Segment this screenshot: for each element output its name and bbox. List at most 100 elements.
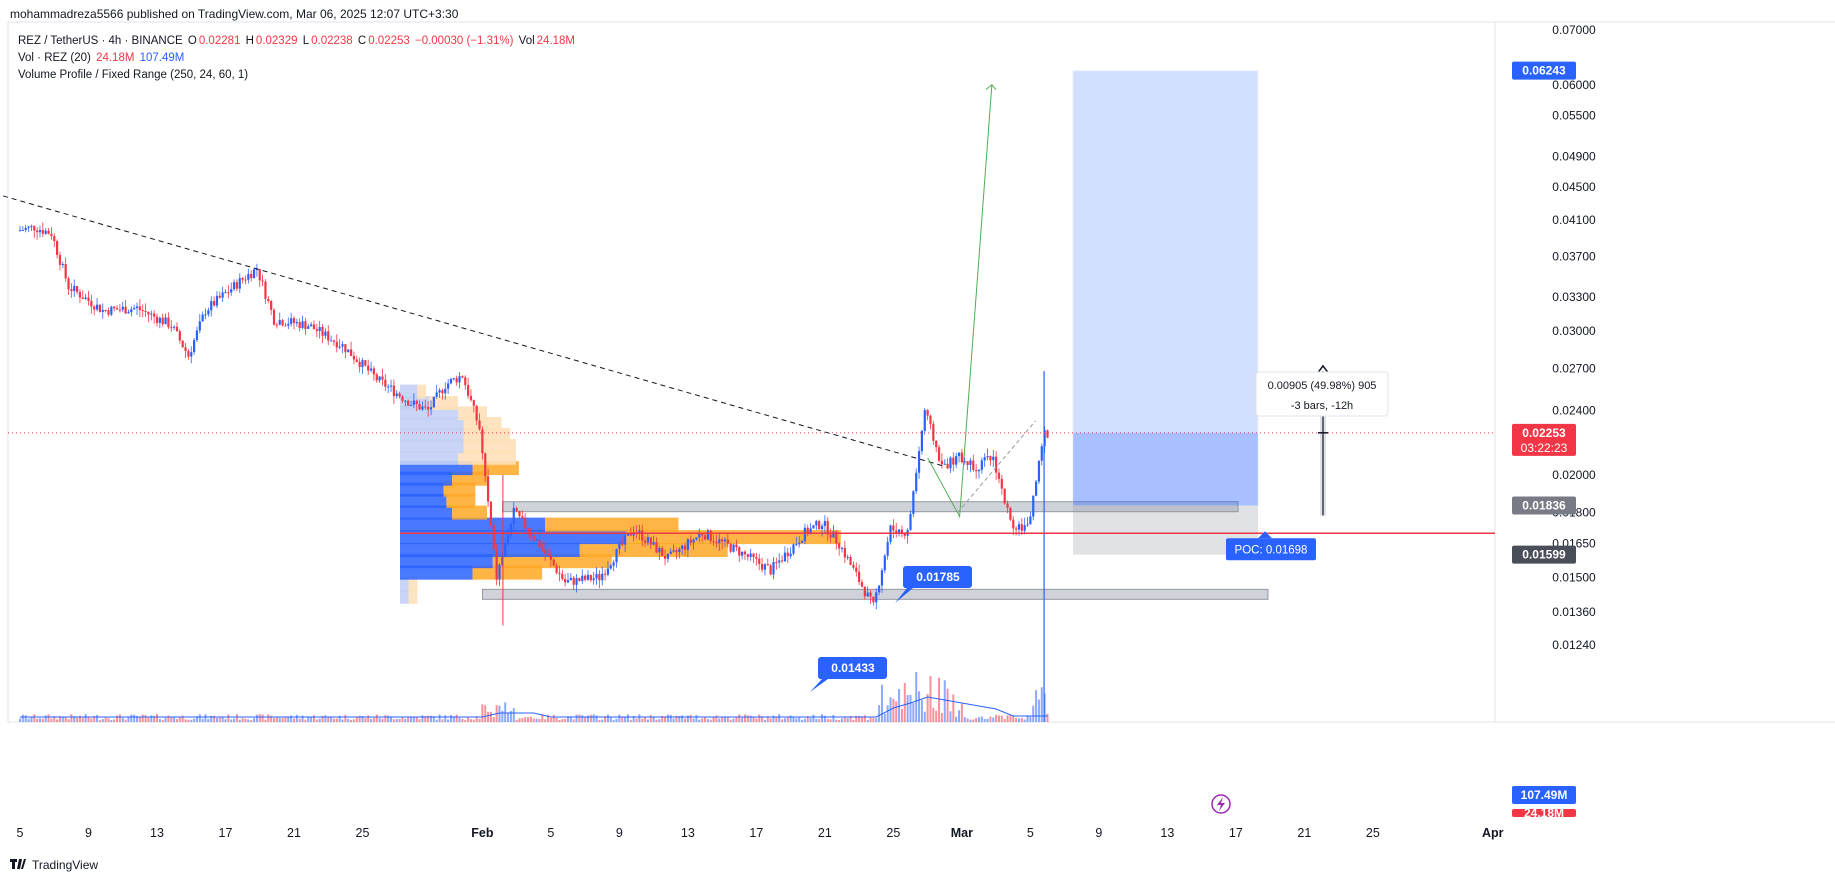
candle-body: [875, 592, 878, 603]
volume-bar: [458, 717, 461, 722]
candle-body: [495, 548, 498, 580]
measure-box: [1255, 371, 1389, 417]
zones[interactable]: [482, 70, 1269, 600]
candle-body: [81, 297, 84, 299]
volume-bar: [118, 714, 121, 722]
profile-sell: [446, 493, 476, 508]
candle-body: [458, 376, 461, 383]
candle-body: [946, 463, 949, 469]
volume-bar: [880, 684, 883, 722]
volume-bar: [58, 716, 61, 722]
volume-bar: [181, 715, 184, 722]
candle-body: [752, 553, 755, 558]
volume-bar: [1040, 687, 1043, 722]
candle-body: [1012, 519, 1015, 529]
candle-body: [204, 314, 207, 316]
volume-bar: [701, 718, 704, 722]
time-tick: Feb: [471, 826, 494, 840]
price-callout: [810, 657, 887, 692]
volume-bar: [76, 717, 79, 722]
candle-body: [872, 596, 875, 603]
volume-bar: [144, 715, 147, 722]
volume-bar: [672, 718, 675, 722]
volume-bar: [918, 691, 921, 722]
volume-bar: [507, 712, 510, 722]
candle-body: [786, 552, 789, 557]
legend-close: 0.02253: [368, 35, 410, 47]
volume-bar: [595, 715, 598, 722]
price-label-text: 24.18M: [1524, 806, 1564, 820]
time-tick: Mar: [951, 826, 973, 840]
volume-bar: [372, 717, 375, 722]
volume-bar: [367, 715, 370, 722]
profile-sell: [545, 517, 679, 532]
candle-body: [398, 393, 401, 397]
candle-body: [983, 457, 986, 461]
volume-bar: [741, 717, 744, 722]
candle-body: [287, 323, 290, 326]
volume-bar: [261, 714, 264, 722]
volume-bar: [878, 705, 881, 722]
volume-bar: [521, 718, 524, 722]
drawings[interactable]: 0.00905 (49.98%) 905 -3 bars, -12h 0.01785…: [0, 84, 1495, 814]
time-axis[interactable]: 5 9 13 17 21 25 Feb 5 9 13 17 21 25 Mar 5 9 13 17 21 25 Apr: [17, 826, 1504, 840]
candle-body: [327, 331, 330, 341]
volume-bar: [929, 676, 932, 722]
candle-body: [803, 527, 806, 542]
candle-body: [101, 309, 104, 312]
volume-bar: [669, 714, 672, 722]
volume-bar: [883, 713, 886, 722]
candle-body: [703, 535, 707, 540]
candle-body: [846, 556, 849, 558]
volume-bar: [872, 718, 875, 722]
candle-body: [780, 560, 784, 562]
candle-body: [87, 297, 90, 301]
candles: [18, 222, 1049, 722]
volume-bar: [823, 715, 826, 722]
projection-path: [927, 84, 993, 519]
volume-bar: [666, 714, 669, 722]
candle-body: [749, 553, 752, 557]
volume-bar: [489, 711, 492, 722]
candle-body: [555, 565, 558, 573]
volume-bar: [615, 718, 618, 722]
volume-bar: [284, 717, 287, 722]
volume-bar: [293, 718, 295, 722]
time-tick: 25: [356, 826, 370, 840]
price-label-text: 107.49M: [1521, 788, 1568, 802]
candle-body: [778, 560, 781, 563]
volume-bar: [121, 717, 124, 722]
volume-bar: [572, 719, 575, 722]
volume-bar: [681, 715, 684, 722]
volume-bar: [584, 717, 587, 722]
poc-label-box: [1226, 538, 1316, 561]
candle-body: [95, 304, 99, 310]
candle-body: [167, 317, 170, 328]
volume-bar: [407, 716, 410, 722]
candle-body: [110, 306, 113, 315]
candle-body: [36, 230, 39, 233]
legend-open: 0.02281: [198, 35, 241, 47]
candle-body: [375, 374, 378, 381]
candle-body: [955, 456, 958, 465]
legend-high-label: H: [245, 35, 254, 47]
volume-bar: [498, 705, 501, 722]
volume-bar: [684, 718, 687, 722]
volume-bar: [569, 716, 572, 722]
volume-bar: [164, 717, 167, 722]
candle-body: [193, 340, 196, 353]
candle-body: [30, 225, 33, 227]
candle-body: [669, 551, 672, 555]
price-axis[interactable]: 0.07000 0.06000 0.05500 0.04900 0.04500 0.041…: [1512, 23, 1596, 820]
candle-body: [158, 317, 161, 323]
volume-bar: [441, 719, 444, 722]
candle-body: [250, 273, 253, 279]
volume-bar: [104, 717, 107, 722]
candle-body: [444, 388, 447, 394]
volume-bar: [575, 714, 578, 722]
volume-bar: [755, 718, 758, 722]
candle-body: [989, 456, 992, 461]
candle-body: [601, 573, 604, 581]
volume-bar: [843, 717, 846, 722]
